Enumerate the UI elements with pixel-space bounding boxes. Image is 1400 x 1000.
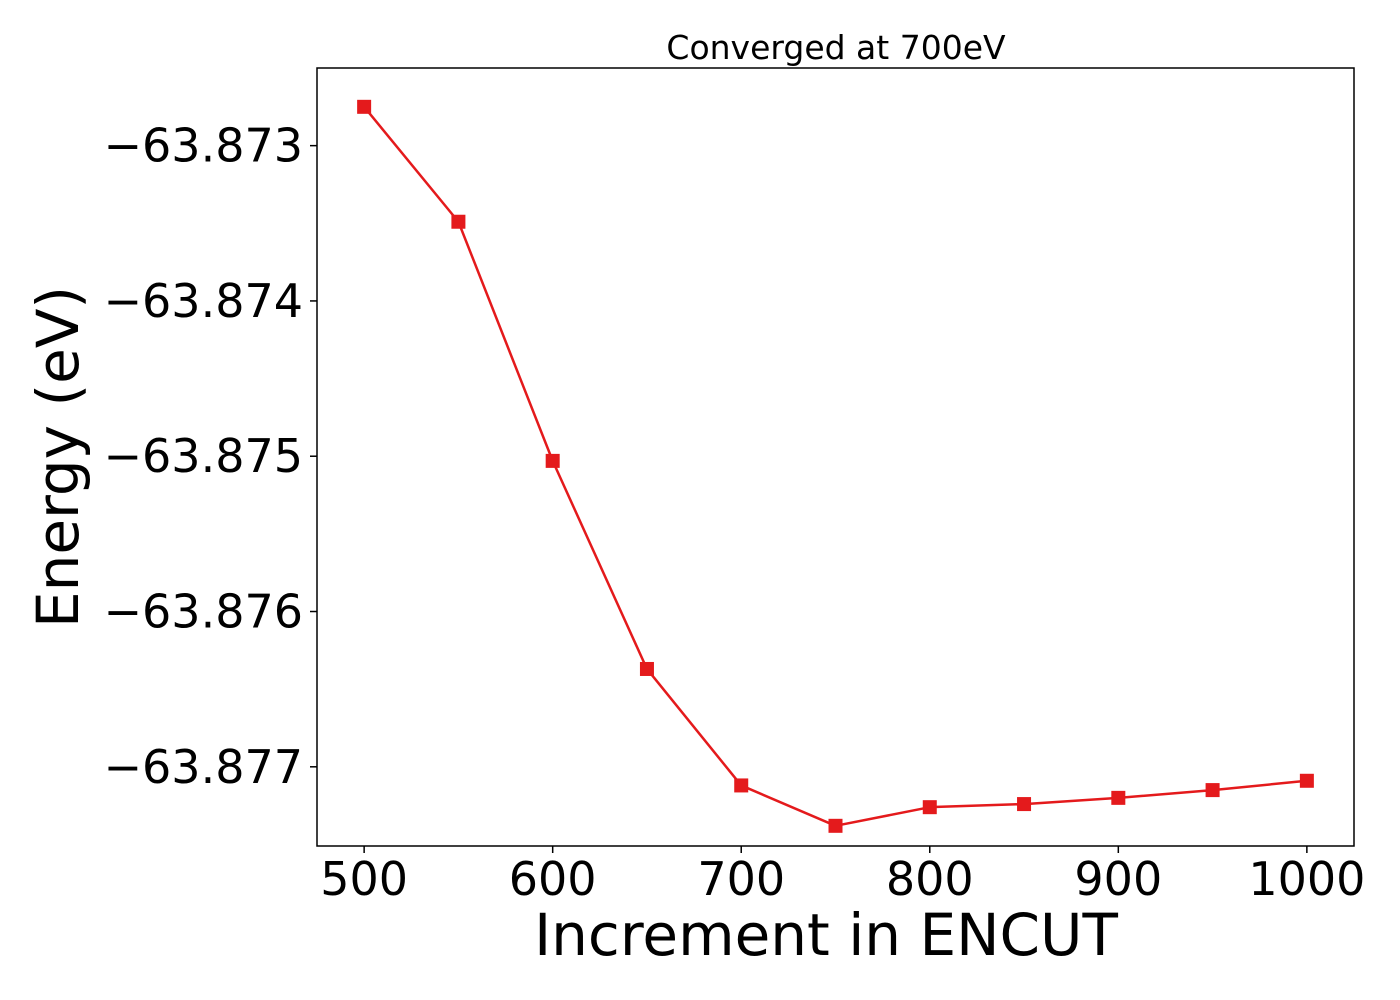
y-tick-label: −63.875 bbox=[104, 429, 304, 483]
x-tick-label: 600 bbox=[509, 852, 597, 906]
data-point-marker bbox=[1205, 783, 1220, 798]
data-point-marker bbox=[1111, 790, 1126, 805]
series-line bbox=[363, 106, 1307, 828]
data-point-marker bbox=[357, 99, 372, 114]
data-point-marker bbox=[734, 778, 749, 793]
plot-area-frame bbox=[316, 67, 1355, 847]
chart-title: Converged at 700eV bbox=[666, 28, 1006, 67]
x-axis-label: Increment in ENCUT bbox=[534, 901, 1118, 969]
y-tick-label: −63.876 bbox=[104, 585, 304, 639]
data-point-marker bbox=[1299, 773, 1314, 788]
y-axis: −63.873 −63.874 −63.875 −63.876 −63.877 bbox=[104, 119, 317, 794]
data-point-marker bbox=[828, 818, 843, 833]
x-tick-label: 1000 bbox=[1248, 852, 1365, 906]
x-tick-label: 800 bbox=[886, 852, 974, 906]
data-point-marker bbox=[639, 661, 654, 676]
x-tick-label: 900 bbox=[1074, 852, 1162, 906]
series-layer bbox=[357, 99, 1314, 833]
data-point-marker bbox=[922, 800, 937, 815]
data-point-marker bbox=[545, 453, 560, 468]
y-axis-label: Energy (eV) bbox=[24, 286, 92, 628]
y-tick-label: −63.877 bbox=[104, 740, 304, 794]
x-axis: 500 600 700 800 900 1000 bbox=[320, 846, 1365, 906]
y-tick-label: −63.873 bbox=[104, 119, 304, 173]
x-tick-label: 500 bbox=[320, 852, 408, 906]
y-tick-label: −63.874 bbox=[104, 274, 304, 328]
data-point-marker bbox=[451, 214, 466, 229]
data-point-marker bbox=[1017, 797, 1032, 812]
x-tick-label: 700 bbox=[697, 852, 785, 906]
